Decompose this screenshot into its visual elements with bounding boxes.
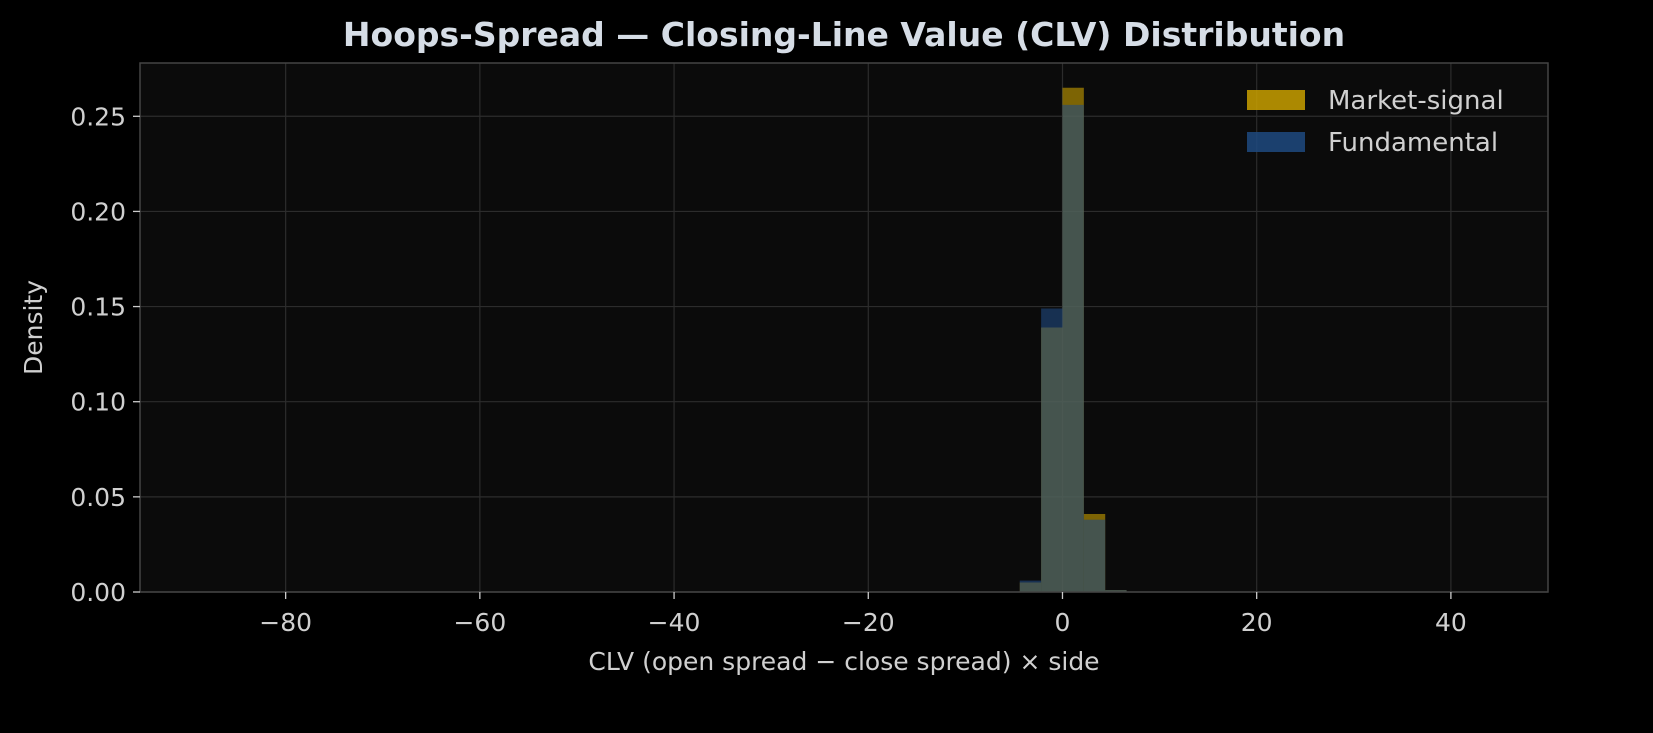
x-axis-label: CLV (open spread − close spread) × side (588, 647, 1099, 676)
plot-frame (139, 62, 1549, 593)
y-tick-label: 0.10 (70, 388, 126, 417)
x-tick-label: −20 (842, 608, 895, 637)
legend: Market-signal Fundamental (1247, 86, 1504, 158)
axis-ticks: −80 −60 −40 −20 0 20 40 0.00 0.05 0.10 0.15 0.20 0.2… (70, 102, 1466, 637)
bar-fundamental (1019, 580, 1042, 592)
legend-swatch-market-signal (1247, 90, 1305, 110)
y-tick-label: 0.00 (70, 578, 126, 607)
legend-swatch-fundamental (1247, 132, 1305, 152)
y-tick-label: 0.05 (70, 483, 126, 512)
histogram-bars (1019, 87, 1127, 592)
bar-fundamental (1083, 519, 1106, 592)
y-tick-label: 0.20 (70, 197, 126, 226)
x-tick-label: 20 (1241, 608, 1273, 637)
x-tick-label: −40 (648, 608, 701, 637)
chart-title: Hoops-Spread — Closing-Line Value (CLV) … (343, 15, 1345, 54)
y-tick-label: 0.15 (70, 293, 126, 322)
bar-fundamental (1041, 308, 1063, 592)
bar-fundamental (1062, 104, 1084, 592)
x-tick-label: −80 (259, 608, 312, 637)
x-tick-label: 0 (1055, 608, 1071, 637)
legend-label-market-signal: Market-signal (1328, 86, 1504, 116)
bar-fundamental (1105, 590, 1127, 592)
plot-area (140, 63, 1548, 592)
legend-label-fundamental: Fundamental (1328, 128, 1498, 158)
x-tick-label: −60 (453, 608, 506, 637)
y-axis-label: Density (19, 280, 48, 375)
x-tick-label: 40 (1435, 608, 1467, 637)
y-tick-label: 0.25 (70, 102, 126, 131)
